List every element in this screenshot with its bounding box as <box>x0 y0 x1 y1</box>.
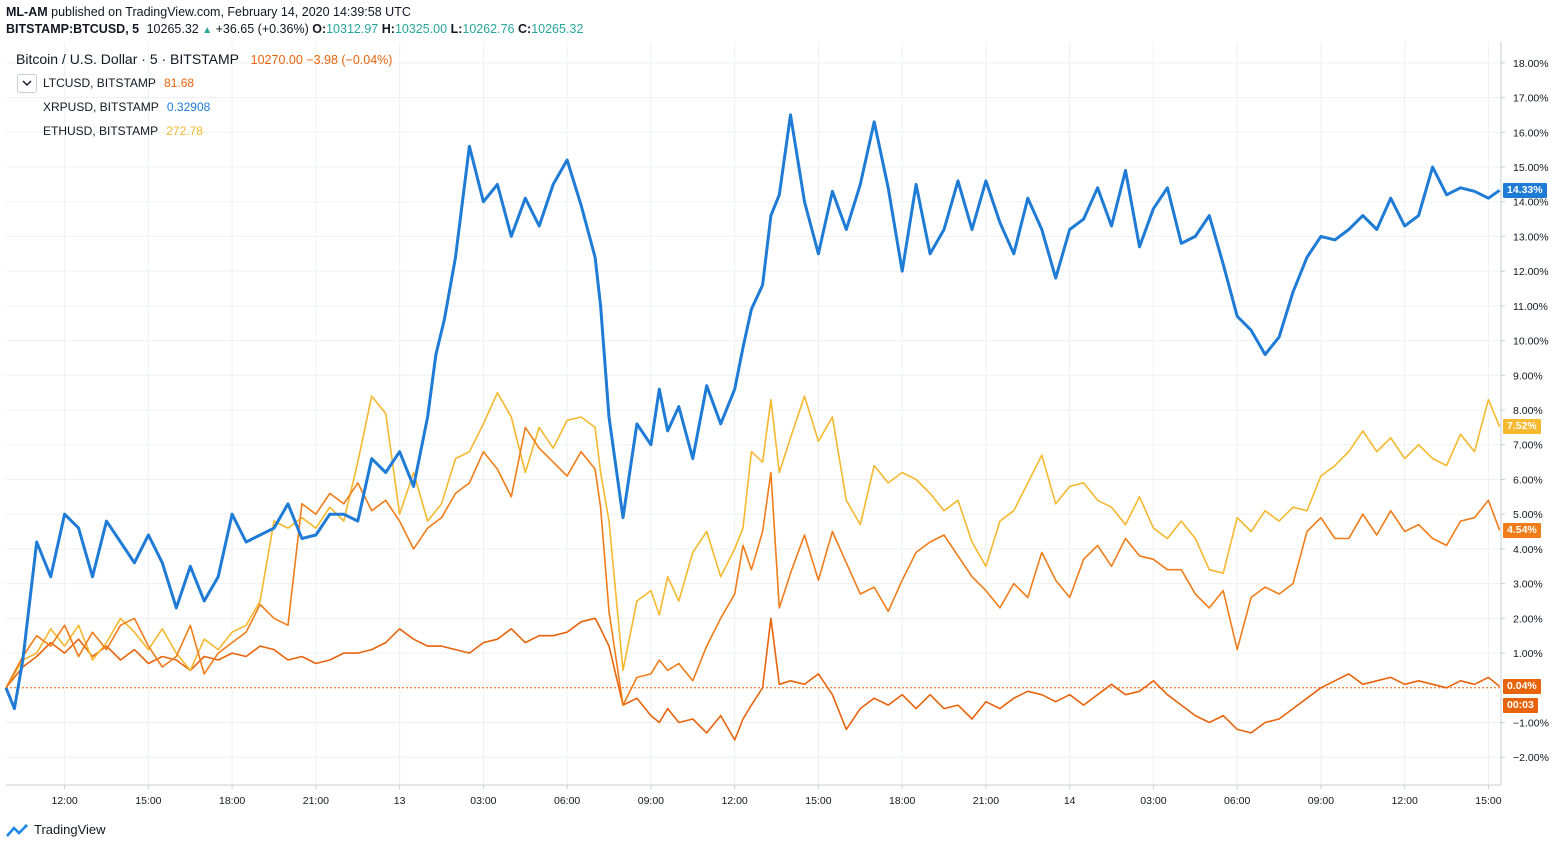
up-arrow-icon: ▲ <box>202 25 213 36</box>
publish-info: ML-AM published on TradingView.com, Febr… <box>6 5 411 19</box>
chevron-down-icon <box>22 80 32 86</box>
series-line-ethusd <box>5 391 1501 689</box>
series-line-btcusd <box>5 617 1501 741</box>
y-tick-label: 5.00% <box>1513 509 1543 521</box>
x-axis-ticks: 12:00 15:00 18:00 21:00 13 03:00 06:00 09:00 12:… <box>51 785 1502 807</box>
tradingview-logo-icon <box>6 823 28 837</box>
legend-item-value: 81.68 <box>164 76 195 90</box>
high-label: H: <box>381 22 395 36</box>
y-tick-label: 7.00% <box>1513 440 1543 452</box>
y-tick-label: −1.00% <box>1513 718 1549 730</box>
publisher-name[interactable]: ML-AM <box>6 5 48 19</box>
last-price: 10265.32 <box>146 22 199 36</box>
x-tick-label: 15:00 <box>805 795 831 807</box>
x-tick-label: 09:00 <box>1308 795 1334 807</box>
legend-item-name: XRPUSD, BITSTAMP <box>43 100 159 114</box>
legend-item-name: ETHUSD, BITSTAMP <box>43 124 158 138</box>
y-tick-label: 8.00% <box>1513 405 1543 417</box>
x-tick-label: 15:00 <box>1475 795 1501 807</box>
open-label: O: <box>312 22 327 36</box>
y-tick-label: 2.00% <box>1513 613 1543 625</box>
x-tick-label: 21:00 <box>303 795 329 807</box>
y-tick-label: 18.00% <box>1513 58 1549 70</box>
close-label: C: <box>518 22 532 36</box>
x-tick-label: 21:00 <box>973 795 999 807</box>
y-tick-label: 4.00% <box>1513 544 1543 556</box>
y-tick-label: 11.00% <box>1513 301 1548 313</box>
legend-item-value: 272.78 <box>166 124 203 138</box>
axes <box>6 42 1502 786</box>
main-series-title[interactable]: Bitcoin / U.S. Dollar · 5 · BITSTAMP <box>16 51 239 67</box>
price-tag: 4.54% <box>1503 522 1541 538</box>
main-series-values: 10270.00 −3.98 (−0.04%) <box>250 53 393 67</box>
main-series-legend: Bitcoin / U.S. Dollar · 5 · BITSTAMP 102… <box>16 51 392 67</box>
y-tick-label: 15.00% <box>1513 162 1549 174</box>
x-tick-label: 09:00 <box>638 795 664 807</box>
y-tick-label: 13.00% <box>1513 231 1549 243</box>
price-tag: 00:03 <box>1503 697 1538 713</box>
x-tick-label: 18:00 <box>889 795 915 807</box>
close-value: 10265.32 <box>531 22 584 36</box>
legend-item-ltc[interactable]: LTCUSD, BITSTAMP 81.68 <box>43 76 194 90</box>
open-value: 10312.97 <box>326 22 379 36</box>
y-tick-label: 16.00% <box>1513 127 1549 139</box>
series-lines <box>4 113 1501 741</box>
x-tick-label: 03:00 <box>1140 795 1166 807</box>
x-tick-label: 06:00 <box>554 795 580 807</box>
x-tick-label: 03:00 <box>470 795 496 807</box>
price-tag: 0.04% <box>1503 678 1541 694</box>
high-value: 10325.00 <box>394 22 448 36</box>
legend-collapse-button[interactable] <box>17 74 37 93</box>
legend-item-value: 0.32908 <box>166 100 211 114</box>
series-line-xrpusd <box>4 113 1501 711</box>
ohlc-bar: BITSTAMP:BTCUSD, 5 10265.32 ▲ +36.65 (+0… <box>6 22 583 36</box>
brand-name: TradingView <box>34 822 106 837</box>
x-tick-label: 18:00 <box>219 795 245 807</box>
y-tick-label: 17.00% <box>1513 93 1549 105</box>
low-value: 10262.76 <box>462 22 515 36</box>
x-tick-label: 06:00 <box>1224 795 1250 807</box>
published-text: published on TradingView.com, February 1… <box>51 5 411 19</box>
price-tag: 7.52% <box>1503 419 1541 435</box>
low-label: L: <box>450 22 463 36</box>
price-tag: 14.33% <box>1503 182 1547 198</box>
price-change: +36.65 (+0.36%) <box>215 22 309 36</box>
y-axis-ticks: 18.00% 17.00% 16.00% 15.00% 14.00% 13.00% 12.0… <box>1501 58 1549 764</box>
legend-item-name: LTCUSD, BITSTAMP <box>43 76 156 90</box>
x-tick-label: 13 <box>394 795 406 807</box>
y-tick-label: 3.00% <box>1513 579 1543 591</box>
legend-item-xrp[interactable]: XRPUSD, BITSTAMP 0.32908 <box>43 100 210 114</box>
x-tick-label: 12:00 <box>722 795 748 807</box>
series-line-ltcusd <box>5 426 1501 706</box>
grid-lines <box>6 42 1501 785</box>
symbol-label: BITSTAMP:BTCUSD, 5 <box>6 22 140 36</box>
y-tick-label: 10.00% <box>1513 336 1549 348</box>
y-tick-label: 14.00% <box>1513 197 1549 209</box>
x-tick-label: 15:00 <box>135 795 161 807</box>
y-tick-label: 9.00% <box>1513 370 1543 382</box>
x-tick-label: 12:00 <box>1392 795 1418 807</box>
y-tick-label: 1.00% <box>1513 648 1543 660</box>
legend-item-eth[interactable]: ETHUSD, BITSTAMP 272.78 <box>43 124 203 138</box>
y-tick-label: 6.00% <box>1513 474 1543 486</box>
tradingview-brand[interactable]: TradingView <box>6 822 106 838</box>
y-tick-label: −2.00% <box>1513 752 1549 764</box>
x-tick-label: 14 <box>1064 795 1076 807</box>
x-tick-label: 12:00 <box>51 795 77 807</box>
y-tick-label: 12.00% <box>1513 266 1549 278</box>
